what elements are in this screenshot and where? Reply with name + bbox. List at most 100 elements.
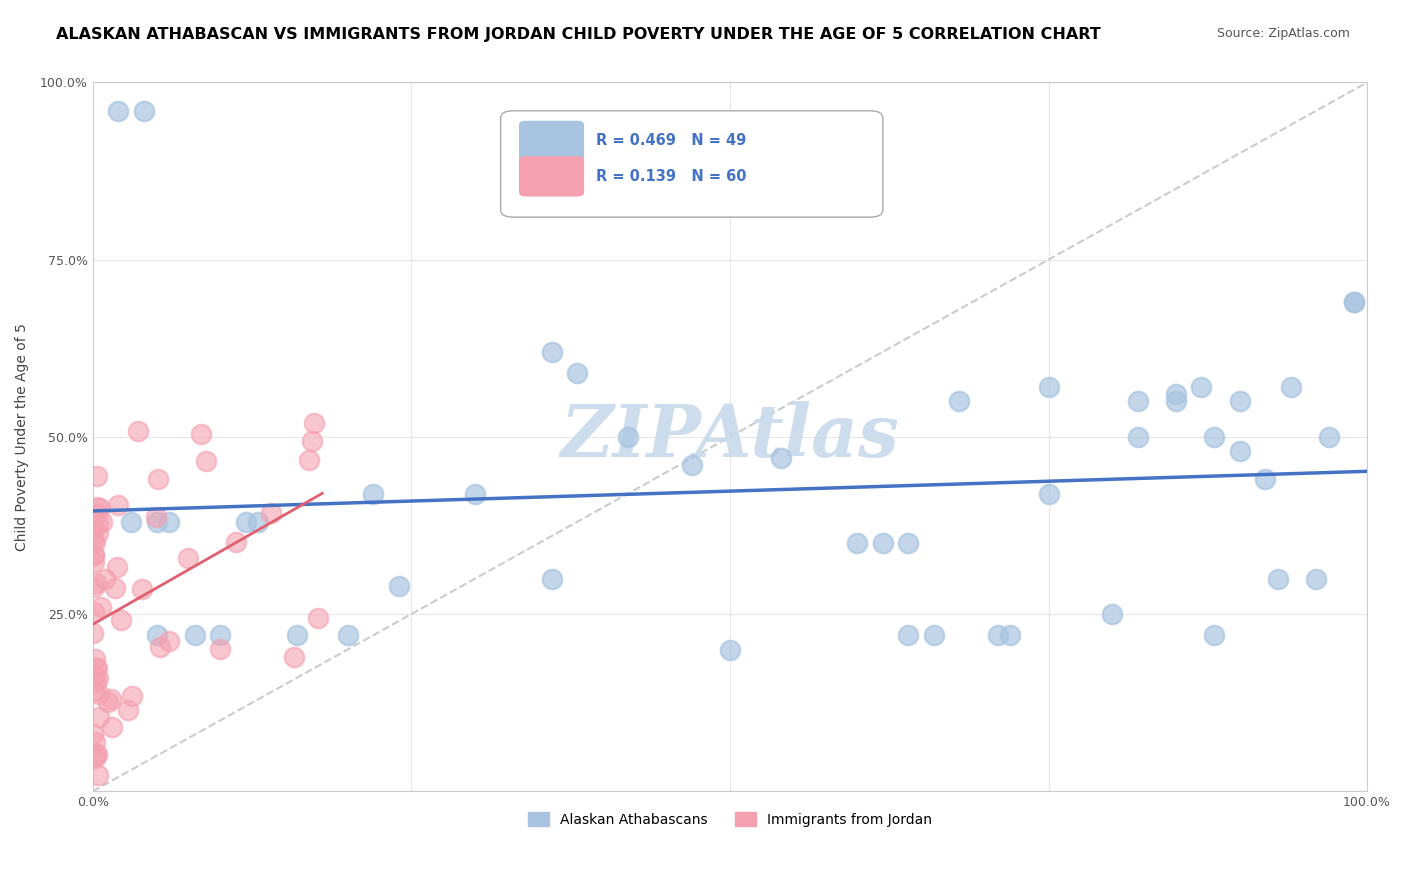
Point [540, 572, 562, 586]
Point [260, 506, 283, 520]
Point [149, 640, 172, 655]
Point [145, 628, 167, 642]
Point [208, 642, 231, 657]
Point [107, 103, 129, 118]
Point [83, 735, 105, 749]
Point [91, 515, 114, 529]
Point [298, 453, 321, 467]
Point [97, 695, 120, 709]
Point [83, 555, 105, 569]
Point [87, 768, 110, 782]
Point [1038, 486, 1060, 500]
FancyBboxPatch shape [501, 111, 883, 217]
Point [127, 424, 149, 438]
Point [86, 469, 108, 483]
Text: Source: ZipAtlas.com: Source: ZipAtlas.com [1216, 27, 1350, 40]
Legend: Alaskan Athabascans, Immigrants from Jordan: Alaskan Athabascans, Immigrants from Jor… [520, 805, 939, 834]
Point [283, 650, 305, 665]
Point [83, 535, 105, 549]
Point [121, 689, 143, 703]
Point [86, 517, 108, 532]
Point [897, 628, 920, 642]
Point [117, 703, 139, 717]
Point [82, 727, 104, 741]
Point [131, 582, 153, 597]
Point [1317, 430, 1340, 444]
Point [157, 515, 180, 529]
FancyBboxPatch shape [520, 121, 583, 161]
Point [247, 515, 270, 529]
Point [1343, 295, 1365, 310]
Text: ALASKAN ATHABASCAN VS IMMIGRANTS FROM JORDAN CHILD POVERTY UNDER THE AGE OF 5 CO: ALASKAN ATHABASCAN VS IMMIGRANTS FROM JO… [56, 27, 1101, 42]
Point [301, 434, 323, 448]
Point [1343, 295, 1365, 310]
Point [157, 633, 180, 648]
Point [225, 534, 247, 549]
Point [83, 522, 105, 536]
Point [388, 579, 411, 593]
Point [100, 692, 122, 706]
Point [307, 611, 329, 625]
Point [89, 501, 111, 516]
Point [1126, 394, 1149, 409]
Point [146, 472, 169, 486]
Point [1038, 380, 1060, 394]
Point [105, 560, 128, 574]
Point [84, 575, 107, 590]
Point [1254, 472, 1277, 486]
Point [617, 430, 640, 444]
Point [769, 451, 792, 466]
Point [83, 669, 105, 683]
Point [948, 394, 970, 409]
Point [1101, 607, 1123, 621]
Point [209, 628, 232, 642]
Point [285, 628, 308, 642]
Point [86, 661, 108, 675]
Point [986, 628, 1008, 642]
Point [82, 534, 104, 549]
Point [235, 515, 257, 529]
Text: ZIPAtlas: ZIPAtlas [561, 401, 900, 473]
Point [84, 675, 107, 690]
Point [86, 507, 108, 521]
Point [846, 536, 869, 550]
Point [177, 551, 200, 566]
Point [922, 628, 945, 642]
Point [336, 628, 359, 642]
Point [107, 498, 129, 512]
Point [83, 605, 105, 619]
Point [86, 747, 108, 762]
Point [681, 458, 703, 473]
Point [145, 510, 167, 524]
Point [1204, 628, 1226, 642]
Point [304, 416, 326, 430]
Point [190, 427, 212, 442]
Point [83, 580, 105, 594]
Point [1267, 572, 1289, 586]
Point [87, 687, 110, 701]
Point [1164, 387, 1187, 401]
Point [132, 103, 155, 118]
Point [897, 536, 920, 550]
Point [145, 515, 167, 529]
Point [87, 671, 110, 685]
Point [120, 515, 142, 529]
Point [1000, 628, 1022, 642]
Point [1229, 394, 1251, 409]
Point [84, 661, 107, 675]
Point [94, 572, 117, 586]
Point [87, 525, 110, 540]
Point [83, 548, 105, 562]
Point [1204, 430, 1226, 444]
Point [718, 642, 741, 657]
Point [84, 747, 107, 762]
Point [84, 750, 107, 764]
Point [110, 613, 132, 627]
Y-axis label: Child Poverty Under the Age of 5: Child Poverty Under the Age of 5 [15, 323, 30, 550]
Point [1279, 380, 1302, 394]
Point [1164, 394, 1187, 409]
Point [104, 581, 127, 595]
Point [184, 628, 207, 642]
Point [83, 548, 105, 562]
Point [464, 486, 486, 500]
